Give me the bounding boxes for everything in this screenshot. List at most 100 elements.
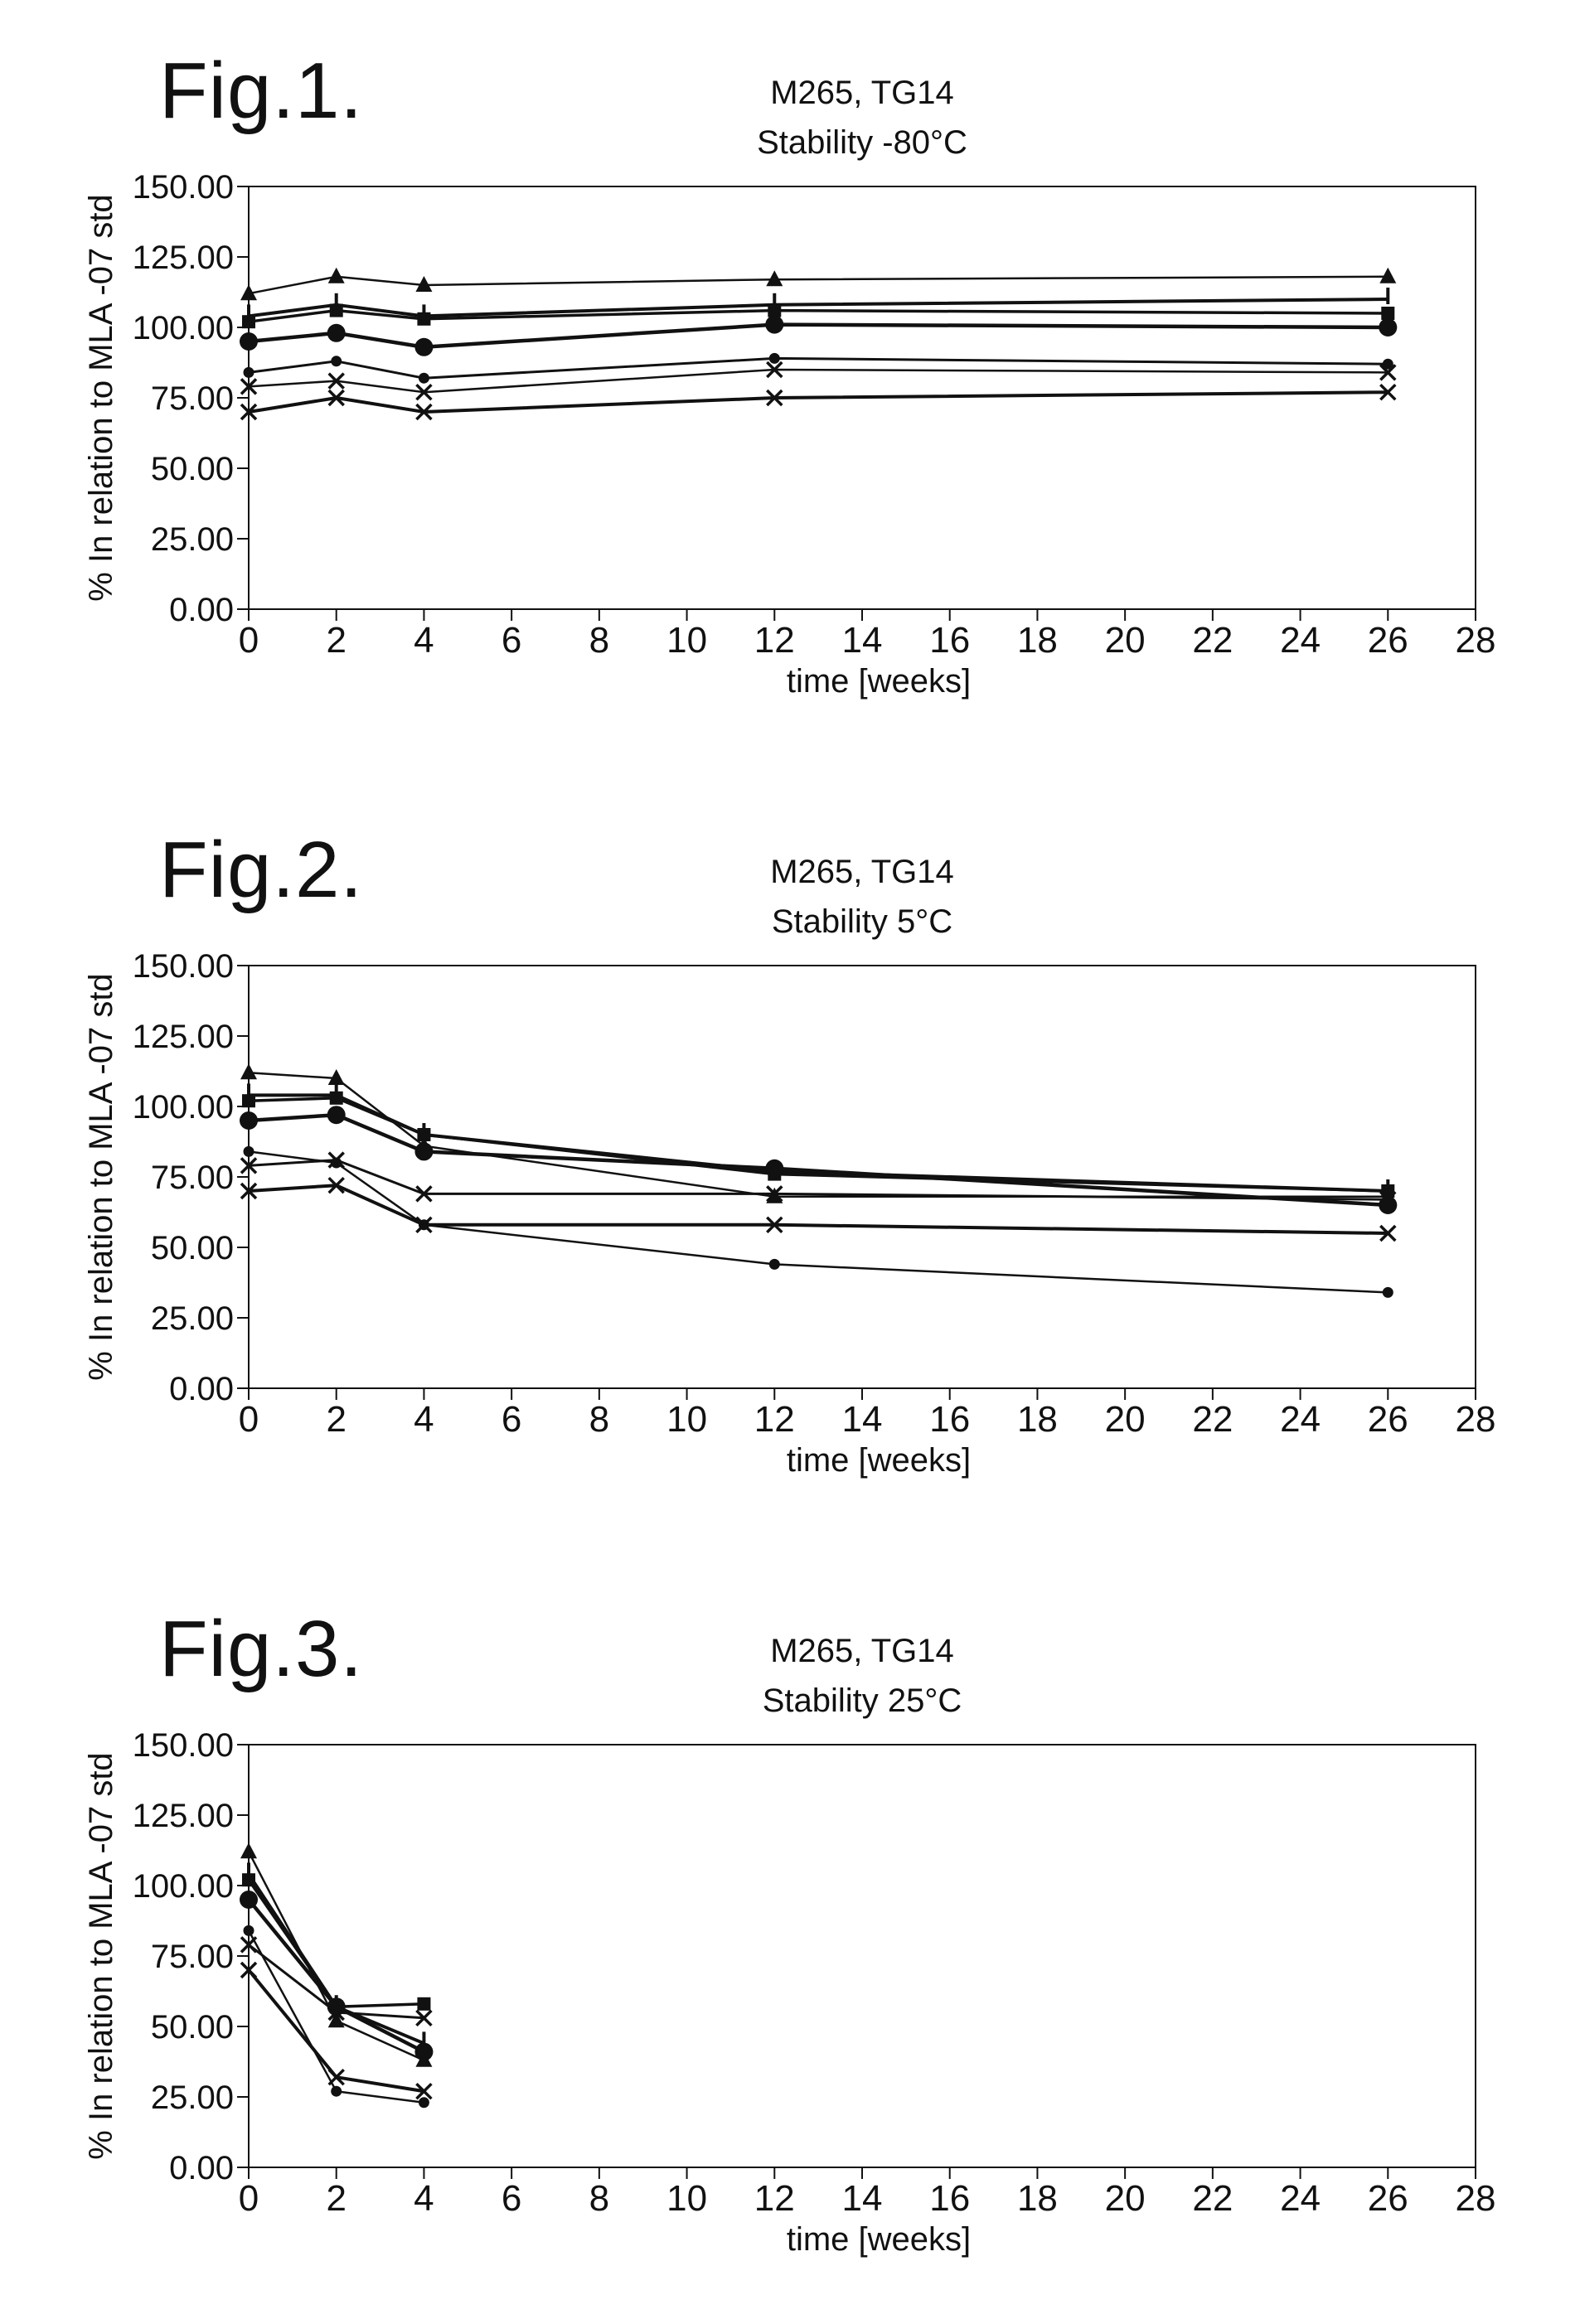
data-point-circle xyxy=(327,324,346,342)
x-tick-label: 28 xyxy=(1456,1399,1496,1440)
x-tick-label: 26 xyxy=(1368,2178,1408,2219)
y-tick-label: 0.00 xyxy=(169,1371,234,1407)
series xyxy=(241,1153,1395,1208)
data-point-dot xyxy=(331,1158,342,1169)
y-axis-label: % In relation to MLA -07 std xyxy=(83,1752,119,2159)
y-tick-label: 75.00 xyxy=(151,1160,234,1196)
x-tick-label: 4 xyxy=(414,620,434,661)
data-point-triangle xyxy=(1379,268,1396,283)
x-tick-label: 16 xyxy=(929,1399,970,1440)
plot-frame xyxy=(249,1745,1476,2167)
data-point-dot xyxy=(244,1146,254,1157)
x-tick-label: 28 xyxy=(1456,620,1496,661)
chart-title: M265, TG14 xyxy=(770,854,954,890)
line-chart: M265, TG14 Stability 5°C 0.00 25.00 50.00 75.… xyxy=(0,779,1580,1542)
y-axis-label: % In relation to MLA -07 std xyxy=(83,973,119,1380)
data-point-dot xyxy=(769,1259,780,1270)
data-point-square xyxy=(768,304,781,317)
y-tick-label: 150.00 xyxy=(133,948,234,985)
x-tick-label: 8 xyxy=(589,2178,609,2219)
x-tick-label: 22 xyxy=(1192,1399,1233,1440)
x-tick-label: 6 xyxy=(502,620,521,661)
series-line xyxy=(249,1900,424,2052)
data-point-dot xyxy=(244,1925,254,1936)
x-tick-label: 14 xyxy=(842,1399,883,1440)
x-tick-label: 12 xyxy=(754,2178,795,2219)
data-point-dot xyxy=(244,367,254,378)
data-point-circle xyxy=(414,2043,433,2061)
x-tick-label: 10 xyxy=(666,2178,707,2219)
data-point-circle xyxy=(765,1160,783,1178)
y-tick-label: 150.00 xyxy=(133,1727,234,1764)
y-tick-label: 25.00 xyxy=(151,521,234,558)
y-tick-label: 50.00 xyxy=(151,1230,234,1266)
series-line xyxy=(249,1880,424,2007)
series xyxy=(240,316,1397,356)
x-tick-label: 6 xyxy=(502,2178,521,2219)
data-point-square xyxy=(242,1873,255,1886)
y-tick-label: 100.00 xyxy=(133,1089,234,1126)
data-point-dot xyxy=(331,2086,342,2097)
y-tick-label: 75.00 xyxy=(151,380,234,417)
series xyxy=(244,353,1393,384)
y-tick-label: 0.00 xyxy=(169,592,234,628)
x-tick-label: 24 xyxy=(1280,2178,1321,2219)
data-point-circle xyxy=(240,1891,258,1909)
data-point-square xyxy=(242,315,255,328)
x-tick-label: 4 xyxy=(414,1399,434,1440)
x-tick-label: 26 xyxy=(1368,620,1408,661)
y-tick-label: 125.00 xyxy=(133,1798,234,1834)
data-point-dot xyxy=(1383,1287,1393,1298)
series xyxy=(240,268,1396,300)
y-tick-label: 75.00 xyxy=(151,1939,234,1975)
chart-subtitle: Stability 5°C xyxy=(772,903,952,940)
chart-title: M265, TG14 xyxy=(770,1633,954,1669)
data-point-triangle xyxy=(766,270,783,286)
y-tick-label: 25.00 xyxy=(151,1300,234,1337)
x-tick-label: 0 xyxy=(239,2178,259,2219)
y-axis-label: % In relation to MLA -07 std xyxy=(83,194,119,601)
series xyxy=(241,1937,431,2025)
data-point-square xyxy=(1381,307,1394,320)
data-point-circle xyxy=(414,338,433,356)
data-point-dot xyxy=(419,2097,429,2108)
figure-1: Fig.1. M265, TG14Stability -80°C0.0025.0… xyxy=(0,0,1580,763)
x-axis-label: time [weeks] xyxy=(787,2221,971,2258)
data-point-circle xyxy=(1379,318,1397,336)
y-tick-label: 100.00 xyxy=(133,310,234,346)
x-tick-label: 24 xyxy=(1280,620,1321,661)
x-tick-label: 20 xyxy=(1105,2178,1146,2219)
series-line xyxy=(249,1852,424,2060)
data-point-dot xyxy=(769,353,780,364)
data-point-circle xyxy=(240,332,258,351)
data-point-square xyxy=(417,312,430,326)
chart-subtitle: Stability 25°C xyxy=(763,1682,962,1719)
x-tick-label: 14 xyxy=(842,620,883,661)
data-point-dot xyxy=(331,356,342,366)
x-tick-label: 14 xyxy=(842,2178,883,2219)
data-point-square xyxy=(242,1094,255,1107)
data-point-square xyxy=(417,1997,430,2011)
data-point-dot xyxy=(419,373,429,384)
data-point-circle xyxy=(240,1111,258,1130)
x-axis-label: time [weeks] xyxy=(787,1442,971,1479)
x-tick-label: 22 xyxy=(1192,620,1233,661)
x-tick-label: 8 xyxy=(589,620,609,661)
series xyxy=(241,1963,431,2099)
x-tick-label: 4 xyxy=(414,2178,434,2219)
y-tick-label: 25.00 xyxy=(151,2079,234,2116)
x-tick-label: 2 xyxy=(326,620,346,661)
data-point-circle xyxy=(327,1106,346,1124)
line-chart: M265, TG14Stability 25°C0.0025.0050.0075… xyxy=(0,1558,1580,2321)
data-point-triangle xyxy=(240,1063,257,1079)
x-tick-label: 18 xyxy=(1017,2178,1058,2219)
x-tick-label: 22 xyxy=(1192,2178,1233,2219)
x-tick-label: 2 xyxy=(326,2178,346,2219)
x-tick-label: 12 xyxy=(754,1399,795,1440)
x-tick-label: 0 xyxy=(239,620,259,661)
x-axis-label: time [weeks] xyxy=(787,663,971,700)
x-tick-label: 16 xyxy=(929,2178,970,2219)
data-point-square xyxy=(330,304,343,317)
series xyxy=(242,1092,1394,1198)
figure-3: Fig.3. M265, TG14Stability 25°C0.0025.00… xyxy=(0,1558,1580,2321)
